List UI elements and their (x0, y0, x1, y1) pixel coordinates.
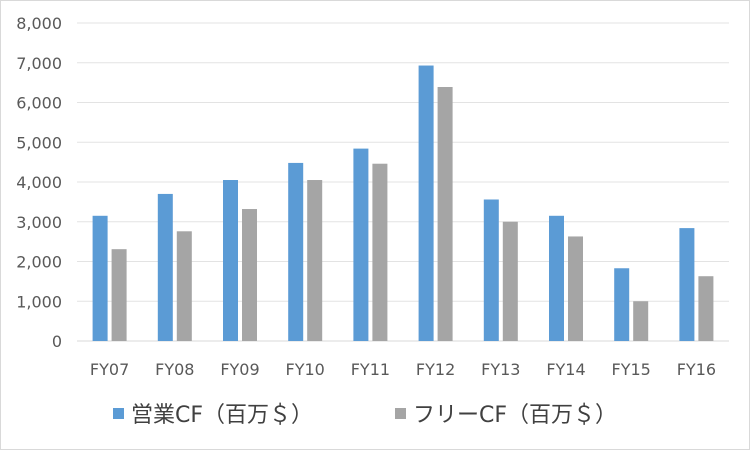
bars (92, 65, 714, 341)
bar-operating-cf (679, 228, 695, 341)
x-tick-label: FY16 (677, 360, 716, 379)
y-tick-label: 7,000 (16, 54, 62, 73)
x-tick-label: FY08 (155, 360, 194, 379)
bar-free-cf (111, 249, 127, 341)
bar-free-cf (242, 209, 257, 341)
x-axis-ticks: FY07 FY08 FY09 FY10 FY11 FY12 FY13 FY14 FY15 FY16 (90, 360, 716, 379)
x-tick-label: FY13 (481, 360, 520, 379)
bar-free-cf (176, 231, 192, 341)
y-tick-label: 4,000 (16, 173, 62, 192)
bar-operating-cf (157, 193, 173, 341)
bar-free-cf (307, 180, 323, 341)
bar-operating-cf (483, 199, 499, 341)
bar-free-cf (437, 86, 453, 341)
legend-label-operating-cf: 営業CF（百万＄） (131, 403, 313, 428)
legend-swatch-operating-cf (113, 408, 124, 419)
y-tick-label: 2,000 (16, 253, 62, 272)
y-tick-label: 1,000 (16, 292, 62, 311)
bar-operating-cf (549, 215, 564, 341)
y-tick-label: 0 (52, 332, 62, 351)
y-tick-label: 6,000 (16, 94, 62, 113)
y-axis-ticks: 0 1,000 2,000 3,000 4,000 5,000 6,000 7,000 8,00… (16, 14, 62, 351)
y-tick-label: 3,000 (16, 213, 62, 232)
bar-operating-cf (614, 268, 630, 341)
bar-operating-cf (418, 65, 434, 341)
x-tick-label: FY07 (90, 360, 129, 379)
bar-free-cf (633, 301, 649, 341)
x-tick-label: FY15 (612, 360, 651, 379)
legend-label-free-cf: フリーCF（百万＄） (413, 403, 617, 428)
x-tick-label: FY09 (220, 360, 259, 379)
legend: 営業CF（百万＄） フリーCF（百万＄） (113, 403, 617, 428)
bar-operating-cf (353, 148, 369, 341)
bar-operating-cf (92, 215, 108, 341)
bar-free-cf (568, 236, 583, 341)
y-tick-label: 5,000 (16, 133, 62, 152)
x-tick-label: FY14 (546, 360, 585, 379)
x-tick-label: FY12 (416, 360, 455, 379)
x-tick-label: FY10 (286, 360, 325, 379)
bar-free-cf (502, 221, 518, 341)
y-tick-label: 8,000 (16, 14, 62, 33)
legend-swatch-free-cf (395, 408, 406, 419)
gridlines (77, 22, 729, 342)
bar-operating-cf (288, 162, 304, 341)
bar-free-cf (372, 163, 388, 341)
x-tick-label: FY11 (351, 360, 390, 379)
bar-operating-cf (223, 180, 238, 341)
bar-free-cf (698, 276, 714, 341)
